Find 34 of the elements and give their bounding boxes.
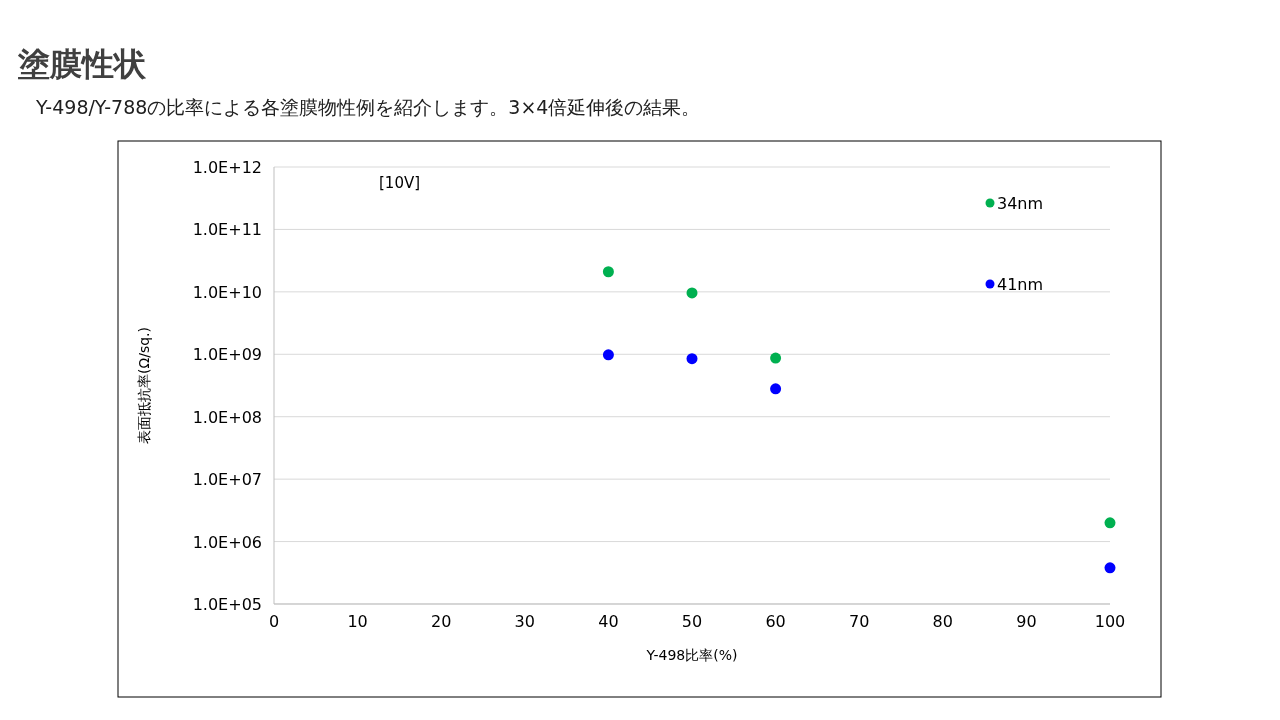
y-tick-label: 1.0E+08 <box>192 407 262 427</box>
point <box>686 353 698 365</box>
point <box>602 349 614 361</box>
x-tick-label: 100 <box>1094 612 1126 631</box>
annotation: [10V] <box>379 174 421 192</box>
x-tick-label: 10 <box>347 612 368 631</box>
x-tick-label: 90 <box>1016 612 1037 631</box>
y-tick-label: 1.0E+05 <box>192 595 262 614</box>
y-tick-label: 1.0E+10 <box>192 282 262 302</box>
point <box>686 287 698 299</box>
point <box>770 383 782 395</box>
y-tick-label: 1.0E+11 <box>192 220 262 240</box>
x-tick-label: 50 <box>681 612 703 631</box>
y-tick-label: 1.0E+09 <box>192 345 262 365</box>
y-tick-label: 1.0E+07 <box>192 470 262 490</box>
y-tick-label: 1.0E+06 <box>192 532 262 552</box>
x-tick-label: 30 <box>514 612 535 631</box>
legend-label: 41nm <box>997 275 1044 294</box>
point <box>1104 517 1116 529</box>
x-tick-label: 80 <box>932 612 953 631</box>
point <box>602 266 614 278</box>
legend-label: 34nm <box>997 194 1044 213</box>
chart-title: 塗膜性状 <box>17 45 147 83</box>
y-tick-label: 1.0E+12 <box>192 158 262 177</box>
x-tick-label: 40 <box>598 612 619 631</box>
x-axis-title: Y-498比率(%) <box>645 647 738 663</box>
x-tick-label: 60 <box>765 612 786 631</box>
chart-subtitle: Y-498/Y-788の比率による各塗膜物性例を紹介します。3×4倍延伸後の結果。 <box>35 96 701 118</box>
y-axis-title: 表面抵抗率(Ω/sq.) <box>136 327 152 444</box>
x-tick-label: 20 <box>431 612 452 631</box>
x-tick-label: 0 <box>268 612 280 631</box>
x-tick-label: 70 <box>849 612 870 631</box>
point <box>1104 562 1116 574</box>
point <box>770 352 782 364</box>
